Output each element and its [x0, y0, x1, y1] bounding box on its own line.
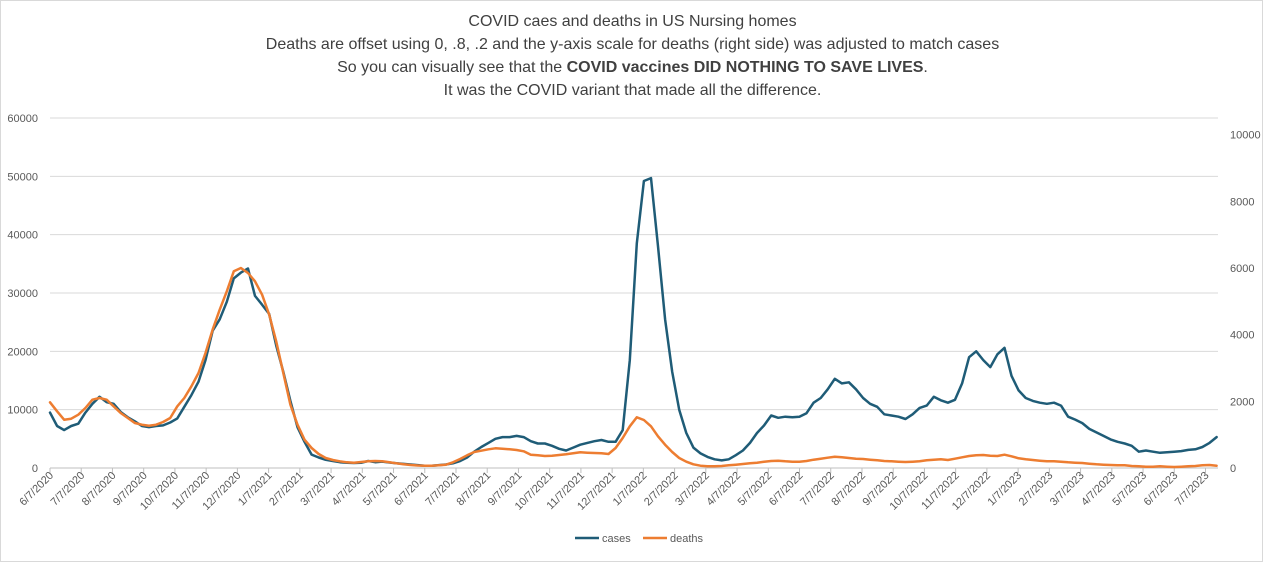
y-left-tick-3: 30000 [7, 288, 38, 300]
y-left-tick-5: 50000 [7, 171, 38, 183]
x-tick-label-37: 7/7/2023 [1173, 470, 1212, 509]
legend-label-cases: cases [602, 533, 631, 545]
y-left-tick-4: 40000 [7, 230, 38, 242]
y-right-tick-3: 6000 [1230, 263, 1254, 275]
y-left-tick-6: 60000 [7, 113, 38, 125]
y-right-tick-0: 0 [1230, 463, 1236, 475]
y-left-tick-2: 20000 [7, 346, 38, 358]
title-line-3: So you can visually see that the COVID v… [0, 56, 1265, 79]
y-right-tick-2: 4000 [1230, 330, 1254, 342]
y-right-tick-4: 8000 [1230, 196, 1254, 208]
title-line-3-pre: So you can visually see that the [337, 59, 567, 76]
series-line-deaths [48, 266, 1218, 469]
y-left-tick-0: 0 [32, 463, 38, 475]
chart-title-block: COVID caes and deaths in US Nursing home… [0, 10, 1265, 102]
title-line-3-post: . [923, 59, 928, 76]
y-right-tick-5: 10000 [1230, 130, 1261, 142]
title-line-1: COVID caes and deaths in US Nursing home… [468, 13, 797, 30]
title-line-2: Deaths are offset using 0, .8, .2 and th… [265, 36, 1000, 53]
y-right-tick-1: 2000 [1230, 396, 1254, 408]
legend-label-deaths: deaths [670, 533, 704, 545]
title-line-4: It was the COVID variant that made all t… [443, 82, 822, 99]
title-line-3-bold: COVID vaccines DID NOTHING TO SAVE LIVES [566, 59, 924, 76]
y-left-tick-1: 10000 [7, 405, 38, 417]
